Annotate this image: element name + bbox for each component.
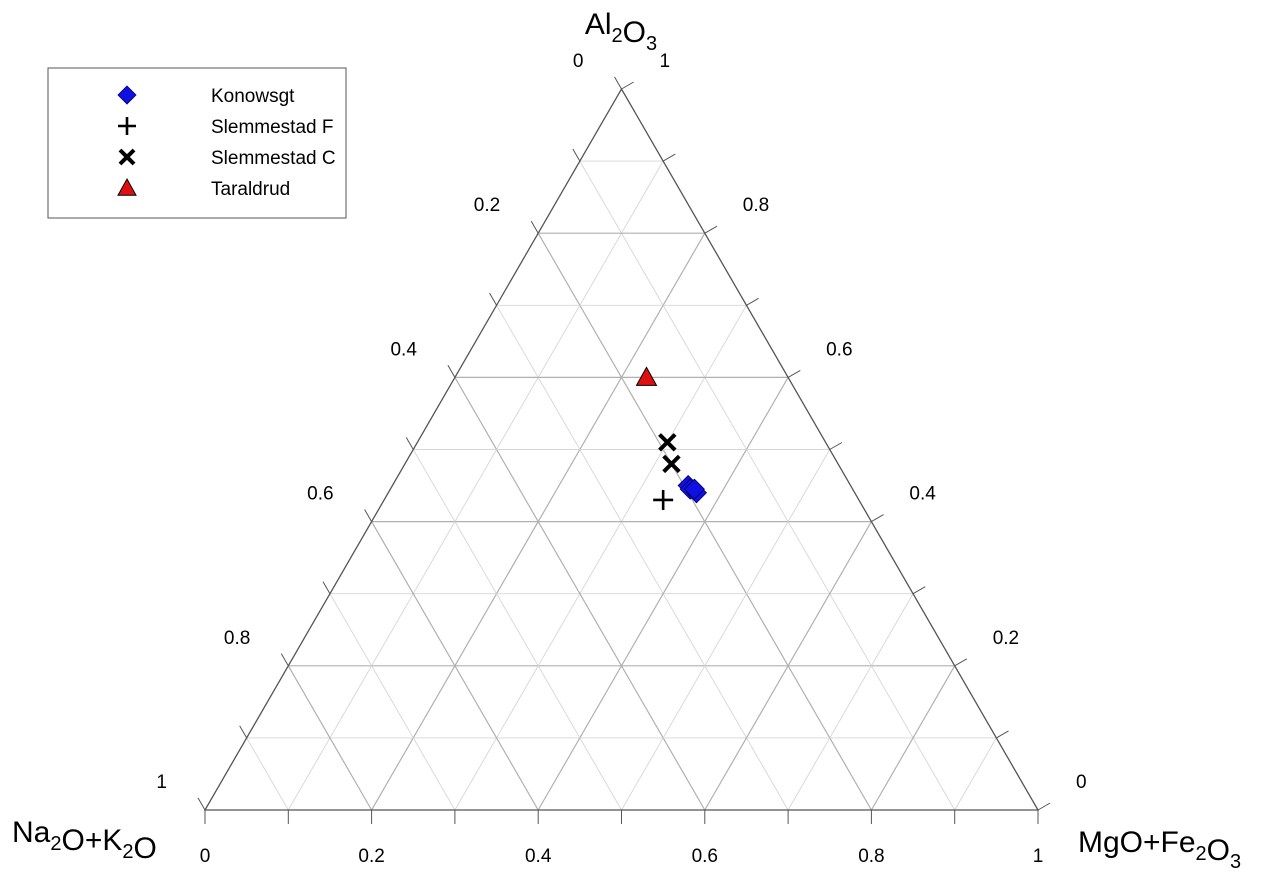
right-tick-label: 0.2 xyxy=(993,628,1019,649)
legend-box xyxy=(47,67,347,219)
grid-line xyxy=(787,593,914,811)
left-tick-label: 0.6 xyxy=(307,484,333,505)
right-tick-label: 0.8 xyxy=(743,195,769,216)
data-markers xyxy=(635,366,708,510)
apex-label-left-part: O+K xyxy=(61,824,122,857)
grid-line xyxy=(704,521,872,811)
tick-mark xyxy=(280,653,289,667)
apex-label-left-part: Na xyxy=(12,816,51,849)
apex-label-right-part: MgO+Fe xyxy=(1078,826,1196,859)
point-plus xyxy=(653,489,674,510)
right-tick-label: 0 xyxy=(1076,772,1087,793)
grid-line xyxy=(954,737,997,811)
grid-line xyxy=(371,521,539,811)
left-tick-label: 1 xyxy=(156,772,167,793)
apex-label-left-part: O xyxy=(133,832,156,865)
point-diamond xyxy=(683,478,705,500)
grid-lines xyxy=(246,160,997,811)
grid-line xyxy=(287,160,664,811)
point-x-b xyxy=(662,454,681,474)
apex-label-right: MgO+Fe2O3 xyxy=(1078,826,1241,873)
tick-mark xyxy=(704,225,718,234)
tick-labels: 0 0.2 0.4 0.6 0.8 1 1 0.8 0.6 0.4 0.2 0 0 0.2 0.4 0.6 0.… xyxy=(156,51,1086,867)
legend: Konowsgt Slemmestad F Slemmestad C Taraldru… xyxy=(47,67,347,219)
grid-line xyxy=(496,305,789,811)
tick-mark xyxy=(197,797,206,811)
legend-label: Slemmestad F xyxy=(211,117,333,138)
grid-line xyxy=(412,449,622,811)
tick-mark xyxy=(364,509,373,522)
tick-mark xyxy=(447,365,456,378)
tick-mark xyxy=(614,76,622,90)
apex-label-right-subscript: 2 xyxy=(1196,843,1207,865)
tick-mark xyxy=(871,514,884,523)
apex-label-top: Al2O3 xyxy=(585,8,657,55)
left-tick-label: 0.4 xyxy=(390,339,417,360)
grid-line xyxy=(870,665,956,811)
tick-mark xyxy=(1037,802,1051,811)
tick-mark xyxy=(746,297,759,306)
tick-marks xyxy=(197,76,1051,824)
apex-label-right-part: O xyxy=(1207,834,1230,867)
grid-line xyxy=(579,160,956,811)
apex-label-top-subscript: 2 xyxy=(612,25,623,47)
point-x xyxy=(662,454,681,474)
tick-mark xyxy=(787,369,801,378)
tick-mark xyxy=(954,658,968,667)
tick-mark xyxy=(405,437,414,450)
point-x xyxy=(658,433,677,452)
apex-label-left-subscript: 2 xyxy=(50,833,61,855)
bottom-tick-label: 0.8 xyxy=(858,846,884,867)
tick-mark xyxy=(912,586,926,595)
apex-label-left: Na2O+K2O xyxy=(12,816,157,865)
apex-label-left-subscript: 2 xyxy=(122,841,133,863)
bottom-tick-label: 1 xyxy=(1033,846,1044,867)
left-tick-label: 0.8 xyxy=(224,628,250,649)
bottom-tick-label: 0.2 xyxy=(358,846,384,867)
apex-label-top-part: O xyxy=(623,16,646,49)
legend-marker-plus xyxy=(118,117,136,135)
grid-line xyxy=(329,593,456,811)
legend-marker-diamond xyxy=(117,85,137,105)
left-tick-label: 0 xyxy=(573,51,584,72)
right-tick-label: 1 xyxy=(660,51,671,72)
bottom-tick-label: 0.4 xyxy=(525,846,552,867)
tick-mark xyxy=(489,292,497,306)
tick-mark xyxy=(572,148,581,162)
right-tick-label: 0.6 xyxy=(826,339,852,360)
legend-marker-triangle xyxy=(117,177,137,196)
bottom-tick-label: 0 xyxy=(200,846,211,867)
apex-label-top-part: Al xyxy=(585,8,612,41)
grid-line xyxy=(621,449,831,811)
tick-mark xyxy=(621,81,634,90)
legend-label: Taraldrud xyxy=(211,179,290,200)
legend-label: Konowsgt xyxy=(211,86,295,107)
legend-marker-x xyxy=(118,148,136,166)
tick-mark xyxy=(239,725,248,739)
point-x-b xyxy=(658,433,677,452)
grid-line xyxy=(287,665,373,811)
tick-mark xyxy=(530,220,539,234)
tick-mark xyxy=(829,442,843,450)
grid-line xyxy=(454,305,747,811)
tick-mark xyxy=(322,581,331,594)
apex-label-top-subscript: 3 xyxy=(646,33,657,55)
point-triangle xyxy=(635,366,658,386)
grid-line xyxy=(246,737,289,811)
legend-marker-x-b xyxy=(118,148,136,166)
tick-mark xyxy=(996,730,1009,739)
tick-mark xyxy=(662,153,676,162)
apex-label-right-subscript: 3 xyxy=(1230,851,1241,873)
bottom-tick-label: 0.6 xyxy=(692,846,718,867)
legend-label: Slemmestad C xyxy=(211,148,336,169)
right-tick-label: 0.4 xyxy=(909,484,936,505)
left-tick-label: 0.2 xyxy=(474,195,500,216)
